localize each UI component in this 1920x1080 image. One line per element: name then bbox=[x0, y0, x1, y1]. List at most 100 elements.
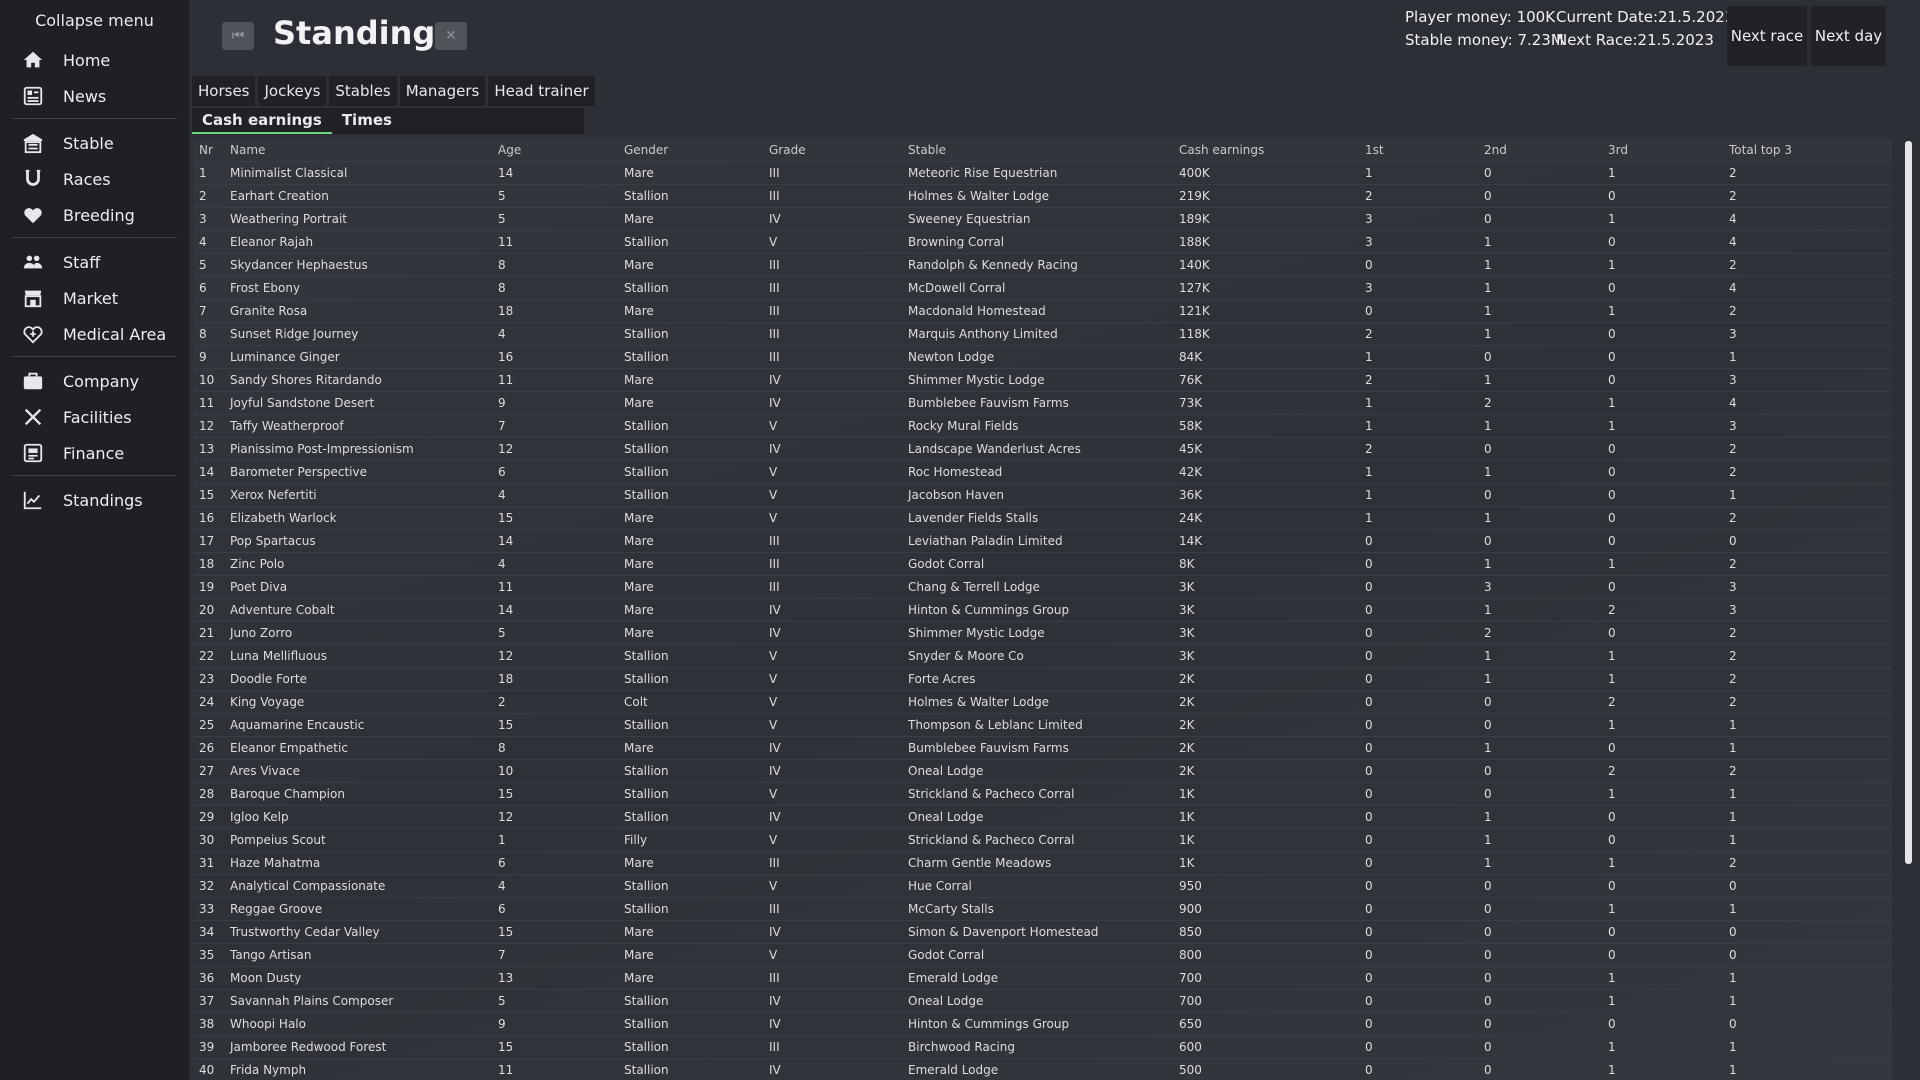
table-row[interactable]: 37 Savannah Plains Composer 5 Stallion IV One… bbox=[193, 988, 1892, 1012]
sidebar-item-stable[interactable]: Stable bbox=[12, 125, 177, 161]
table-cell: 32 bbox=[193, 873, 224, 897]
table-row[interactable]: 8 Sunset Ridge Journey 4 Stallion III Marquis… bbox=[193, 321, 1892, 345]
table-row[interactable]: 34 Trustworthy Cedar Valley 15 Mare IV Simon … bbox=[193, 919, 1892, 943]
table-cell: 219K bbox=[1173, 183, 1359, 207]
table-cell: 0 bbox=[1723, 1011, 1892, 1035]
column-header[interactable]: Cash earnings bbox=[1173, 139, 1359, 161]
table-row[interactable]: 16 Elizabeth Warlock 15 Mare V Lavender Field… bbox=[193, 505, 1892, 529]
table-cell: 20 bbox=[193, 597, 224, 621]
table-cell: IV bbox=[763, 390, 902, 414]
column-header[interactable]: Total top 3 bbox=[1723, 139, 1892, 161]
column-header[interactable]: Age bbox=[492, 139, 618, 161]
back-to-start-button[interactable]: ⏮ bbox=[222, 22, 254, 50]
table-row[interactable]: 5 Skydancer Hephaestus 8 Mare III Randolph & … bbox=[193, 252, 1892, 276]
table-row[interactable]: 3 Weathering Portrait 5 Mare IV Sweeney Eques… bbox=[193, 206, 1892, 230]
table-cell: IV bbox=[763, 1011, 902, 1035]
next-race-button[interactable]: Next race bbox=[1727, 6, 1807, 66]
table-row[interactable]: 4 Eleanor Rajah 11 Stallion V Browning Corral… bbox=[193, 229, 1892, 253]
table-row[interactable]: 6 Frost Ebony 8 Stallion III McDowell Corral 1… bbox=[193, 275, 1892, 299]
table-row[interactable]: 30 Pompeius Scout 1 Filly V Strickland & Pach… bbox=[193, 827, 1892, 851]
sidebar-item-finance[interactable]: Finance bbox=[12, 435, 177, 471]
table-cell: 1 bbox=[1478, 827, 1602, 851]
table-row[interactable]: 33 Reggae Groove 6 Stallion III McCarty Stall… bbox=[193, 896, 1892, 920]
table-row[interactable]: 20 Adventure Cobalt 14 Mare IV Hinton & Cummi… bbox=[193, 597, 1892, 621]
column-header[interactable]: Stable bbox=[902, 139, 1173, 161]
table-cell: 16 bbox=[492, 344, 618, 368]
table-cell: 2 bbox=[1723, 505, 1892, 529]
table-row[interactable]: 15 Xerox Nefertiti 4 Stallion V Jacobson Have… bbox=[193, 482, 1892, 506]
table-row[interactable]: 11 Joyful Sandstone Desert 9 Mare IV Bumblebe… bbox=[193, 390, 1892, 414]
subtab-times[interactable]: Times bbox=[341, 111, 392, 129]
column-header[interactable]: Gender bbox=[618, 139, 763, 161]
table-cell: 1 bbox=[1478, 229, 1602, 253]
sidebar-item-company[interactable]: Company bbox=[12, 363, 177, 399]
sidebar-item-home[interactable]: Home bbox=[12, 42, 177, 78]
table-cell: 14 bbox=[492, 528, 618, 552]
close-button[interactable]: ✕ bbox=[435, 22, 467, 50]
table-cell: 2 bbox=[1723, 459, 1892, 483]
collapse-menu-button[interactable]: Collapse menu bbox=[35, 11, 154, 30]
table-row[interactable]: 7 Granite Rosa 18 Mare III Macdonald Homestea… bbox=[193, 298, 1892, 322]
table-row[interactable]: 26 Eleanor Empathetic 8 Mare IV Bumblebee Fau… bbox=[193, 735, 1892, 759]
next-day-button[interactable]: Next day bbox=[1811, 6, 1886, 66]
table-cell: 13 bbox=[492, 965, 618, 989]
tab-horses[interactable]: Horses bbox=[192, 76, 256, 106]
table-row[interactable]: 10 Sandy Shores Ritardando 11 Mare IV Shimmer… bbox=[193, 367, 1892, 391]
table-cell: 4 bbox=[1723, 275, 1892, 299]
sidebar-item-breeding[interactable]: Breeding bbox=[12, 197, 177, 233]
table-row[interactable]: 31 Haze Mahatma 6 Mare III Charm Gentle Meado… bbox=[193, 850, 1892, 874]
tab-managers[interactable]: Managers bbox=[399, 76, 486, 106]
table-cell: Holmes & Walter Lodge bbox=[902, 183, 1173, 207]
sidebar-item-facilities[interactable]: Facilities bbox=[12, 399, 177, 435]
sidebar-group: Staff Market Medical Area bbox=[0, 244, 189, 352]
sidebar-item-races[interactable]: Races bbox=[12, 161, 177, 197]
tab-head-trainer[interactable]: Head trainer bbox=[488, 76, 595, 106]
column-header[interactable]: Nr bbox=[193, 139, 224, 161]
table-row[interactable]: 29 Igloo Kelp 12 Stallion IV Oneal Lodge 1K 0 1 0… bbox=[193, 804, 1892, 828]
table-cell: Frida Nymph bbox=[224, 1057, 492, 1080]
table-row[interactable]: 36 Moon Dusty 13 Mare III Emerald Lodge 700 0 0 1… bbox=[193, 965, 1892, 989]
sidebar-item-staff[interactable]: Staff bbox=[12, 244, 177, 280]
table-row[interactable]: 21 Juno Zorro 5 Mare IV Shimmer Mystic Lodge 3… bbox=[193, 620, 1892, 644]
table-row[interactable]: 25 Aquamarine Encaustic 15 Stallion V Thompso… bbox=[193, 712, 1892, 736]
table-cell: 4 bbox=[492, 482, 618, 506]
table-row[interactable]: 24 King Voyage 2 Colt V Holmes & Walter Lodge… bbox=[193, 689, 1892, 713]
table-cell: 0 bbox=[1359, 712, 1478, 736]
table-row[interactable]: 19 Poet Diva 11 Mare III Chang & Terrell Lodg… bbox=[193, 574, 1892, 598]
subtab-cash-earnings[interactable]: Cash earnings bbox=[192, 108, 332, 134]
table-cell: Taffy Weatherproof bbox=[224, 413, 492, 437]
table-cell: 2 bbox=[1359, 367, 1478, 391]
table-row[interactable]: 38 Whoopi Halo 9 Stallion IV Hinton & Cumming… bbox=[193, 1011, 1892, 1035]
column-header[interactable]: Grade bbox=[763, 139, 902, 161]
table-row[interactable]: 22 Luna Mellifluous 12 Stallion V Snyder & Mo… bbox=[193, 643, 1892, 667]
table-row[interactable]: 18 Zinc Polo 4 Mare III Godot Corral 8K 0 1 1 2 bbox=[193, 551, 1892, 575]
table-row[interactable]: 1 Minimalist Classical 14 Mare III Meteoric R… bbox=[193, 160, 1892, 184]
sidebar-item-news[interactable]: News bbox=[12, 78, 177, 114]
table-row[interactable]: 9 Luminance Ginger 16 Stallion III Newton Lod… bbox=[193, 344, 1892, 368]
tab-stables[interactable]: Stables bbox=[329, 76, 397, 106]
column-header[interactable]: 1st bbox=[1359, 139, 1478, 161]
sidebar-item-medical-area[interactable]: Medical Area bbox=[12, 316, 177, 352]
column-header[interactable]: Name bbox=[224, 139, 492, 161]
table-row[interactable]: 28 Baroque Champion 15 Stallion V Strickland … bbox=[193, 781, 1892, 805]
table-row[interactable]: 13 Pianissimo Post-Impressionism 12 Stallio… bbox=[193, 436, 1892, 460]
table-row[interactable]: 2 Earhart Creation 5 Stallion III Holmes & Wa… bbox=[193, 183, 1892, 207]
table-row[interactable]: 14 Barometer Perspective 6 Stallion V Roc Hom… bbox=[193, 459, 1892, 483]
table-cell: Joyful Sandstone Desert bbox=[224, 390, 492, 414]
column-header[interactable]: 2nd bbox=[1478, 139, 1602, 161]
table-cell: 1 bbox=[1602, 896, 1723, 920]
table-row[interactable]: 32 Analytical Compassionate 4 Stallion V Hue … bbox=[193, 873, 1892, 897]
column-header[interactable]: 3rd bbox=[1602, 139, 1723, 161]
table-row[interactable]: 40 Frida Nymph 11 Stallion IV Emerald Lodge 50… bbox=[193, 1057, 1892, 1080]
table-row[interactable]: 35 Tango Artisan 7 Mare V Godot Corral 800 0 0 0 0 bbox=[193, 942, 1892, 966]
table-scrollbar[interactable] bbox=[1905, 141, 1912, 864]
sidebar-item-market[interactable]: Market bbox=[12, 280, 177, 316]
tab-jockeys[interactable]: Jockeys bbox=[258, 76, 327, 106]
table-row[interactable]: 39 Jamboree Redwood Forest 15 Stallion III Bi… bbox=[193, 1034, 1892, 1058]
sidebar-item-standings[interactable]: Standings bbox=[12, 482, 177, 518]
table-row[interactable]: 12 Taffy Weatherproof 7 Stallion V Rocky Mura… bbox=[193, 413, 1892, 437]
table-row[interactable]: 17 Pop Spartacus 14 Mare III Leviathan Paladi… bbox=[193, 528, 1892, 552]
table-cell: 700 bbox=[1173, 988, 1359, 1012]
table-row[interactable]: 23 Doodle Forte 18 Stallion V Forte Acres 2K 0 1… bbox=[193, 666, 1892, 690]
table-row[interactable]: 27 Ares Vivace 10 Stallion IV Oneal Lodge 2K 0 0… bbox=[193, 758, 1892, 782]
